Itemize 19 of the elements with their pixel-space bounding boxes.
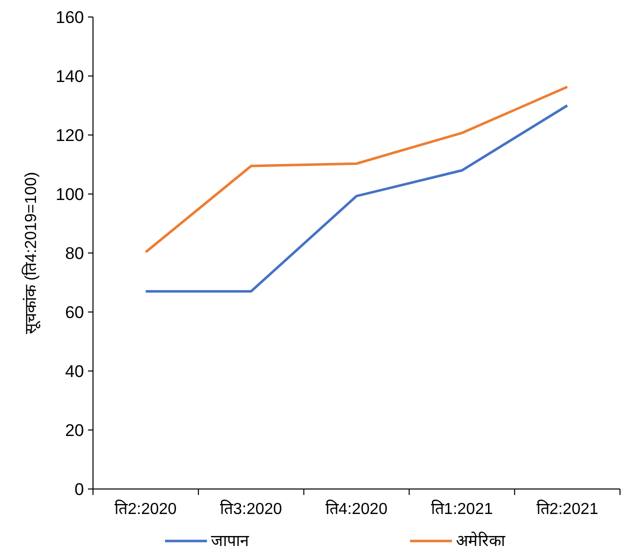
y-axis-title: सूचकांक (ति4:2019=100) [21, 172, 41, 334]
y-tick-label: 100 [56, 184, 84, 204]
y-tick-label: 80 [65, 244, 84, 263]
line-series [144, 86, 569, 254]
legend-label: अमेरिका [456, 531, 506, 550]
x-tick-label: ति2:2021 [536, 499, 598, 518]
y-tick-label: 0 [74, 480, 84, 499]
x-tick-label: ति4:2020 [326, 499, 388, 518]
y-tick-label: 40 [65, 362, 84, 381]
legend-label: जापान [211, 533, 250, 550]
x-tick-label: ति1:2021 [430, 499, 493, 518]
y-tick-label: 20 [65, 420, 84, 440]
y-tick-label: 140 [56, 66, 84, 86]
x-tick-label: ति2:2020 [114, 499, 177, 518]
x-tick-label: ति3:2020 [220, 499, 282, 518]
y-tick-label: 120 [56, 126, 84, 145]
y-tick-label: 160 [56, 8, 84, 27]
line-series [144, 104, 569, 293]
y-tick-label: 60 [65, 302, 84, 322]
